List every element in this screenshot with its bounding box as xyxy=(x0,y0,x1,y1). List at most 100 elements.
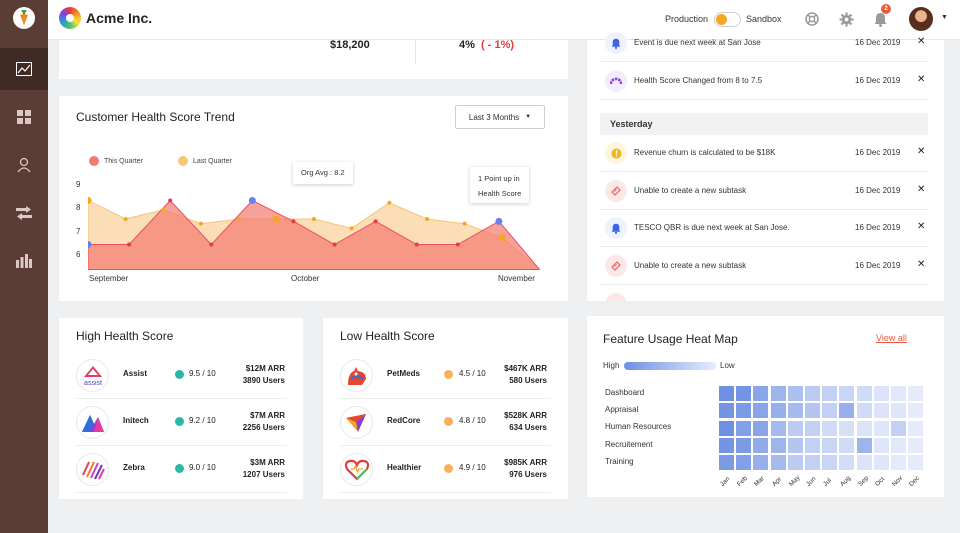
avatar-dropdown-caret-icon[interactable]: ▼ xyxy=(941,14,948,21)
heat-cell[interactable] xyxy=(719,437,734,453)
user-avatar[interactable] xyxy=(909,7,933,31)
heat-cell[interactable] xyxy=(787,455,803,471)
heat-cell[interactable] xyxy=(891,420,906,436)
heat-cell[interactable] xyxy=(908,386,924,401)
heat-cell[interactable] xyxy=(753,386,769,401)
health-row-petmeds[interactable]: PetMeds 4.5 / 10 $467K ARR 580 Users xyxy=(339,352,551,399)
heat-cell[interactable] xyxy=(822,420,838,436)
dismiss-close-icon[interactable]: ✕ xyxy=(917,73,926,85)
heat-cell[interactable] xyxy=(891,437,906,453)
heat-cell[interactable] xyxy=(753,455,769,471)
heat-cell[interactable] xyxy=(787,403,803,419)
heat-cell[interactable] xyxy=(719,386,734,401)
last-quarter-start-marker[interactable] xyxy=(88,196,92,204)
heat-cell[interactable] xyxy=(805,437,820,453)
heat-cell[interactable] xyxy=(873,386,889,401)
activity-item[interactable]: Unable to create a new subtask 16 Dec 201… xyxy=(600,248,928,285)
heat-cell[interactable] xyxy=(822,437,838,453)
heat-cell[interactable] xyxy=(839,455,855,471)
sidebar-item-users[interactable] xyxy=(0,144,48,186)
health-row-assist[interactable]: assist Assist 9.5 / 10 $12M ARR 3890 Users xyxy=(75,352,287,399)
heat-cell[interactable] xyxy=(770,420,786,436)
heat-cell[interactable] xyxy=(822,403,838,419)
heat-cell[interactable] xyxy=(787,386,803,401)
heat-cell[interactable] xyxy=(908,403,924,419)
heat-cell[interactable] xyxy=(719,403,734,419)
november-last-quarter-marker[interactable] xyxy=(498,234,506,242)
october-last-quarter-marker[interactable] xyxy=(272,215,280,223)
activity-item[interactable]: TESCO QBR is due next week at San Jose. 1… xyxy=(600,210,928,247)
activity-item[interactable]: Revenue churn is calculated to be $18K 16… xyxy=(600,135,928,172)
heat-cell[interactable] xyxy=(736,386,752,401)
health-row-healthier[interactable]: Healthier 4.9 / 10 $985K ARR 976 Users xyxy=(339,446,551,493)
heat-cell[interactable] xyxy=(891,403,906,419)
heat-cell[interactable] xyxy=(753,420,769,436)
heat-cell[interactable] xyxy=(856,386,872,401)
heat-cell[interactable] xyxy=(873,403,889,419)
heat-cell[interactable] xyxy=(891,386,906,401)
dismiss-close-icon[interactable]: ✕ xyxy=(917,183,926,195)
heat-cell[interactable] xyxy=(719,420,734,436)
heat-cell[interactable] xyxy=(839,420,855,436)
heat-cell[interactable] xyxy=(736,403,752,419)
heat-cell[interactable] xyxy=(891,455,906,471)
heat-cell[interactable] xyxy=(908,455,924,471)
heat-cell[interactable] xyxy=(822,386,838,401)
heat-cell[interactable] xyxy=(839,437,855,453)
heat-cell[interactable] xyxy=(719,455,734,471)
activity-item[interactable]: Health Score Changed from 8 to 7.5 16 Dec… xyxy=(600,63,928,100)
heat-cell[interactable] xyxy=(908,437,924,453)
heat-cell[interactable] xyxy=(839,386,855,401)
environment-toggle[interactable] xyxy=(714,12,741,27)
heat-cell[interactable] xyxy=(753,403,769,419)
heat-cell[interactable] xyxy=(805,403,820,419)
heat-cell[interactable] xyxy=(856,420,872,436)
heat-cell[interactable] xyxy=(787,420,803,436)
heat-cell[interactable] xyxy=(856,403,872,419)
heat-cell[interactable] xyxy=(805,386,820,401)
dismiss-close-icon[interactable]: ✕ xyxy=(917,258,926,270)
notification-bell-icon[interactable] xyxy=(872,11,888,27)
heat-cell[interactable] xyxy=(787,437,803,453)
dismiss-close-icon[interactable]: ✕ xyxy=(917,221,926,232)
sidebar-item-reports[interactable] xyxy=(0,240,48,282)
range-dropdown[interactable]: Last 3 Months ▼ xyxy=(455,105,545,129)
settings-gear-icon[interactable] xyxy=(838,11,854,27)
dismiss-close-icon[interactable]: ✕ xyxy=(917,146,926,157)
heat-cell[interactable] xyxy=(805,455,820,471)
health-row-redcore[interactable]: RedCore 4.8 / 10 $528K ARR 634 Users xyxy=(339,399,551,446)
heat-cell[interactable] xyxy=(736,420,752,436)
health-row-initech[interactable]: Initech 9.2 / 10 $7M ARR 2256 Users xyxy=(75,399,287,446)
point-up-marker[interactable] xyxy=(495,217,503,225)
this-quarter-start-marker[interactable] xyxy=(88,241,92,249)
health-row-zebra[interactable]: Zebra 9.0 / 10 $3M ARR 1207 Users xyxy=(75,446,287,493)
heat-cell[interactable] xyxy=(822,455,838,471)
heat-cell[interactable] xyxy=(856,455,872,471)
sidebar-item-transfers[interactable] xyxy=(0,192,48,234)
sidebar-item-dashboard[interactable] xyxy=(0,48,48,90)
org-avg-marker[interactable] xyxy=(248,196,256,204)
view-all-link[interactable]: View all xyxy=(876,333,907,343)
heat-cell[interactable] xyxy=(736,437,752,453)
activity-item[interactable]: Event is due next week at San Jose 16 Dec… xyxy=(600,25,928,62)
heat-cell[interactable] xyxy=(873,420,889,436)
heat-cell[interactable] xyxy=(839,403,855,419)
heat-cell[interactable] xyxy=(770,403,786,419)
heat-cell[interactable] xyxy=(770,386,786,401)
carrot-logo-icon[interactable] xyxy=(13,7,35,29)
heat-cell[interactable] xyxy=(770,455,786,471)
heat-cell[interactable] xyxy=(873,437,889,453)
heat-cell[interactable] xyxy=(805,420,820,436)
activity-item[interactable]: Unable to create a new subtask 16 Dec 201… xyxy=(600,173,928,210)
heat-cell[interactable] xyxy=(770,437,786,453)
heat-cell[interactable] xyxy=(873,455,889,471)
activity-scrollbar[interactable] xyxy=(936,40,944,301)
heat-cell[interactable] xyxy=(908,420,924,436)
dismiss-close-icon[interactable]: ✕ xyxy=(917,36,926,47)
heat-cell[interactable] xyxy=(753,437,769,453)
sidebar-item-apps[interactable] xyxy=(0,96,48,138)
heat-cell[interactable] xyxy=(736,455,752,471)
support-icon[interactable] xyxy=(804,11,820,27)
legend-this-quarter: This Quarter xyxy=(89,156,143,166)
heat-cell[interactable] xyxy=(856,437,872,453)
